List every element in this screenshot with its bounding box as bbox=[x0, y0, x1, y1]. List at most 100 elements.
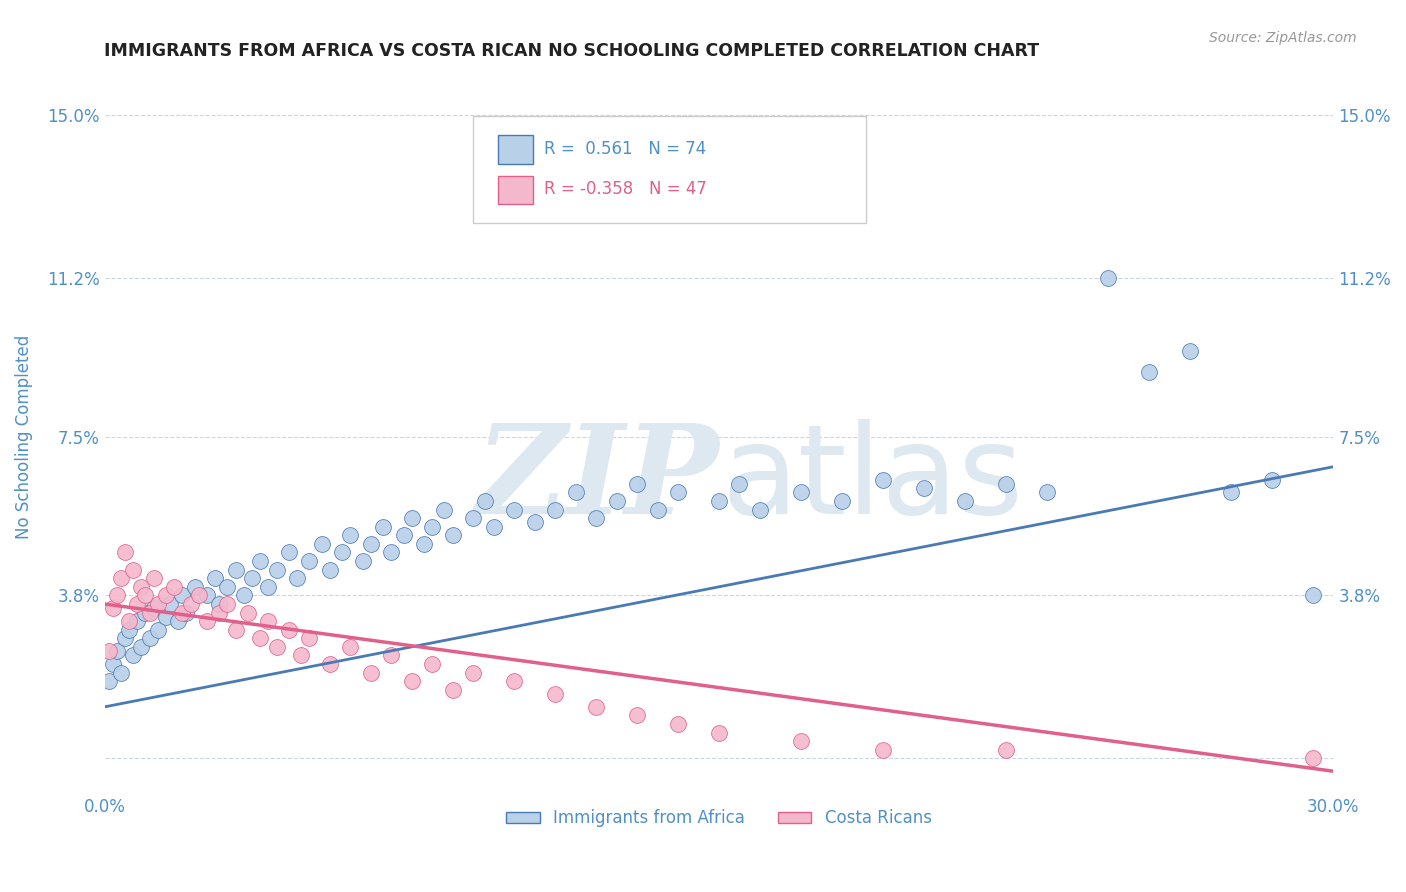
Point bbox=[142, 571, 165, 585]
Point bbox=[195, 614, 218, 628]
Point bbox=[371, 520, 394, 534]
Point bbox=[433, 502, 456, 516]
Point bbox=[240, 571, 263, 585]
Point bbox=[176, 606, 198, 620]
Point bbox=[249, 632, 271, 646]
Text: atlas: atlas bbox=[721, 419, 1024, 540]
Point bbox=[114, 545, 136, 559]
Point bbox=[748, 502, 770, 516]
Point bbox=[257, 614, 280, 628]
Text: Source: ZipAtlas.com: Source: ZipAtlas.com bbox=[1209, 31, 1357, 45]
Point bbox=[277, 623, 299, 637]
Point bbox=[118, 614, 141, 628]
Point bbox=[647, 502, 669, 516]
Point bbox=[172, 588, 194, 602]
Text: R =  0.561   N = 74: R = 0.561 N = 74 bbox=[544, 140, 707, 158]
FancyBboxPatch shape bbox=[474, 116, 866, 223]
Point bbox=[319, 657, 342, 671]
Point bbox=[217, 580, 239, 594]
FancyBboxPatch shape bbox=[498, 176, 533, 204]
Point bbox=[626, 708, 648, 723]
Point bbox=[463, 511, 485, 525]
Point bbox=[97, 644, 120, 658]
Point bbox=[585, 511, 607, 525]
Point bbox=[127, 597, 149, 611]
Point bbox=[392, 528, 415, 542]
Point bbox=[105, 588, 128, 602]
Point bbox=[232, 588, 254, 602]
Point bbox=[195, 588, 218, 602]
Text: IMMIGRANTS FROM AFRICA VS COSTA RICAN NO SCHOOLING COMPLETED CORRELATION CHART: IMMIGRANTS FROM AFRICA VS COSTA RICAN NO… bbox=[104, 42, 1039, 60]
Point bbox=[606, 494, 628, 508]
Point bbox=[101, 657, 124, 671]
Point bbox=[441, 682, 464, 697]
Point bbox=[163, 580, 186, 594]
Point bbox=[441, 528, 464, 542]
Point bbox=[225, 563, 247, 577]
Point bbox=[172, 606, 194, 620]
Point bbox=[187, 588, 209, 602]
Point bbox=[339, 640, 361, 654]
Point bbox=[1302, 751, 1324, 765]
Point bbox=[1261, 473, 1284, 487]
Point bbox=[217, 597, 239, 611]
Point bbox=[146, 597, 169, 611]
Point bbox=[167, 614, 190, 628]
Point bbox=[277, 545, 299, 559]
Point bbox=[626, 476, 648, 491]
Point bbox=[790, 734, 813, 748]
Point bbox=[180, 597, 202, 611]
Point bbox=[380, 545, 402, 559]
Point bbox=[146, 623, 169, 637]
Point bbox=[994, 743, 1017, 757]
Point bbox=[122, 648, 145, 663]
Legend: Immigrants from Africa, Costa Ricans: Immigrants from Africa, Costa Ricans bbox=[499, 803, 938, 834]
Point bbox=[266, 640, 288, 654]
Point bbox=[208, 597, 231, 611]
Point bbox=[503, 674, 526, 689]
Point bbox=[523, 516, 546, 530]
Point bbox=[912, 481, 935, 495]
Point bbox=[155, 610, 177, 624]
Point bbox=[1178, 343, 1201, 358]
Point bbox=[311, 537, 333, 551]
Point bbox=[707, 494, 730, 508]
Point bbox=[872, 473, 894, 487]
Point bbox=[298, 632, 321, 646]
Point bbox=[249, 554, 271, 568]
Point bbox=[585, 699, 607, 714]
Point bbox=[707, 725, 730, 739]
Point bbox=[138, 606, 160, 620]
Point bbox=[474, 494, 496, 508]
Point bbox=[953, 494, 976, 508]
Point bbox=[285, 571, 308, 585]
Point bbox=[97, 674, 120, 689]
Point bbox=[728, 476, 751, 491]
Text: ZIP: ZIP bbox=[475, 418, 718, 541]
Point bbox=[666, 485, 689, 500]
Point bbox=[482, 520, 505, 534]
Point bbox=[101, 601, 124, 615]
Point bbox=[420, 657, 443, 671]
Point bbox=[1137, 365, 1160, 379]
Point bbox=[319, 563, 342, 577]
Point bbox=[339, 528, 361, 542]
Point bbox=[183, 580, 205, 594]
Point bbox=[114, 632, 136, 646]
Point bbox=[290, 648, 312, 663]
Point bbox=[105, 644, 128, 658]
Point bbox=[134, 588, 156, 602]
Point bbox=[544, 687, 567, 701]
Point bbox=[204, 571, 226, 585]
Point bbox=[994, 476, 1017, 491]
Point bbox=[666, 717, 689, 731]
Point bbox=[266, 563, 288, 577]
Point bbox=[380, 648, 402, 663]
Point bbox=[131, 580, 153, 594]
FancyBboxPatch shape bbox=[498, 136, 533, 163]
Point bbox=[138, 632, 160, 646]
Point bbox=[330, 545, 353, 559]
Point bbox=[1097, 271, 1119, 285]
Point bbox=[122, 563, 145, 577]
Point bbox=[1302, 588, 1324, 602]
